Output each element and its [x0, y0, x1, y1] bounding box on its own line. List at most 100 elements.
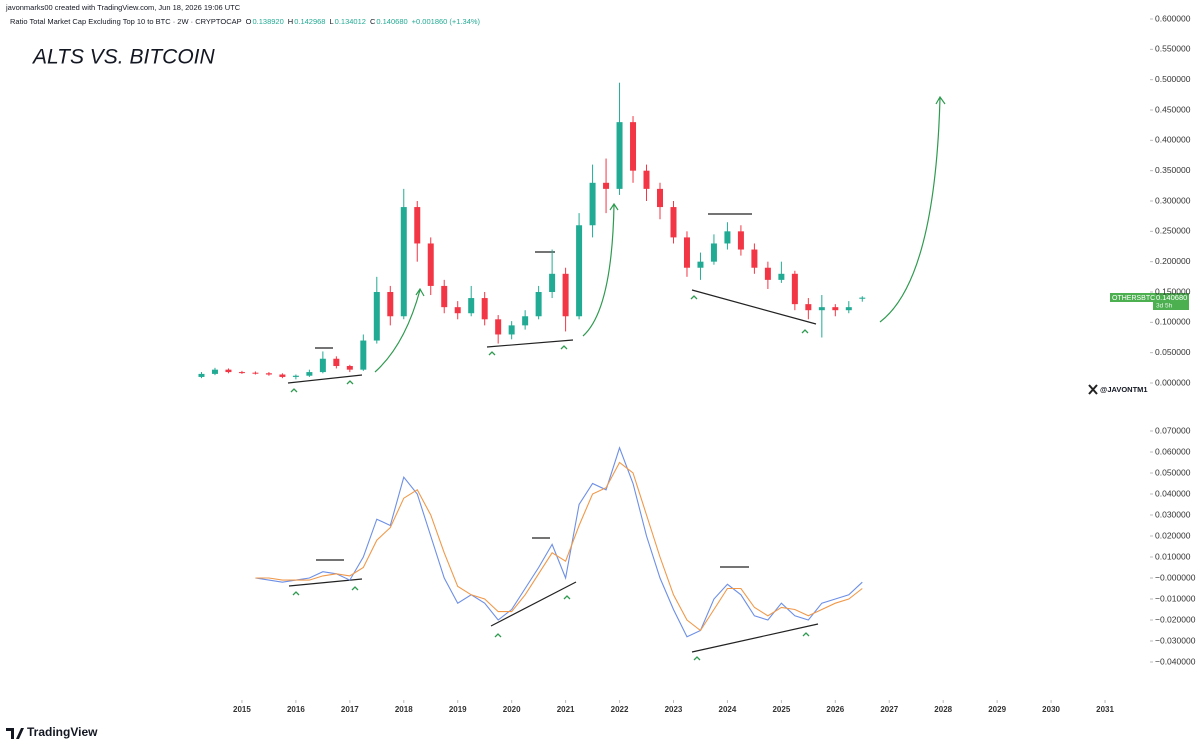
badge-value: 0.140680: [1156, 293, 1187, 302]
price-badge: OTHERSBTC 0.140680 3d 5h: [1110, 293, 1189, 310]
x-tick-label: 2021: [557, 705, 575, 714]
y-tick-label: −0.000000: [1155, 572, 1196, 582]
arrow: [879, 95, 946, 323]
x-tick-label: 2018: [395, 705, 413, 714]
y-tick-label: 0.030000: [1155, 509, 1191, 519]
trend-line: [287, 374, 363, 384]
trend-line: [486, 339, 574, 348]
y-tick-label: 0.400000: [1155, 135, 1191, 145]
y-tick-label: 0.550000: [1155, 44, 1191, 54]
ohlc-label: H: [288, 17, 293, 26]
candle-body: [562, 273, 569, 317]
x-tick-label: 2029: [988, 705, 1006, 714]
y-tick-label: 0.040000: [1155, 488, 1191, 498]
candle-body: [441, 285, 448, 308]
candle-body: [481, 298, 488, 320]
y-tick-label: 0.450000: [1155, 104, 1191, 114]
x-tick-label: 2020: [503, 705, 521, 714]
candle-body: [468, 298, 475, 314]
y-tick-label: 0.500000: [1155, 74, 1191, 84]
x-tick-label: 2025: [772, 705, 790, 714]
x-tick-label: 2030: [1042, 705, 1060, 714]
candle-body: [198, 373, 205, 377]
candle-body: [495, 319, 502, 335]
candle-body: [845, 307, 852, 311]
x-tick-label: 2015: [233, 705, 251, 714]
candle-body: [238, 372, 245, 374]
candle-body: [643, 170, 650, 189]
brand-logo: [6, 728, 24, 739]
candle-body: [791, 273, 798, 305]
candle-body: [454, 307, 461, 314]
candle-body: [805, 304, 812, 311]
annotations: [287, 95, 946, 661]
ohlc-change: +0.001860 (+1.34%): [412, 17, 481, 26]
candle-body: [373, 292, 380, 341]
y-tick-label: 0.000000: [1155, 377, 1191, 387]
candle-body: [252, 372, 259, 374]
candle-body: [697, 261, 704, 268]
y-tick-label: 0.200000: [1155, 256, 1191, 266]
candle-body: [265, 373, 272, 375]
badge-countdown: 3d 5h: [1156, 303, 1173, 310]
arrow: [582, 202, 619, 337]
candle-body: [279, 374, 286, 377]
y-tick-label: −0.020000: [1155, 614, 1196, 624]
ohlc-label: O: [246, 17, 252, 26]
candle-body: [724, 231, 731, 244]
y-tick-label: 0.350000: [1155, 165, 1191, 175]
x-tick-label: 2023: [665, 705, 683, 714]
y-tick-label: 0.150000: [1155, 286, 1191, 296]
candle-body: [346, 366, 353, 370]
y-tick-label: 0.060000: [1155, 446, 1191, 456]
y-tick-label: 0.250000: [1155, 226, 1191, 236]
y-tick-label: 0.600000: [1155, 13, 1191, 23]
badge-value-bg: [1153, 293, 1189, 310]
x-tick-label: 2022: [611, 705, 629, 714]
candle-body: [670, 207, 677, 238]
candle-body: [616, 122, 623, 189]
y-tick-label: 0.020000: [1155, 530, 1191, 540]
candle-body: [657, 188, 663, 208]
y-tick-label: −0.040000: [1155, 656, 1196, 666]
y-tick-label: 0.050000: [1155, 347, 1191, 357]
x-logo: [1088, 384, 1098, 395]
arrow: [374, 287, 425, 373]
caret-markers: [292, 586, 810, 661]
y-tick-label: 0.050000: [1155, 467, 1191, 477]
badge-symbol-bg: [1110, 293, 1160, 302]
candle-body: [589, 182, 596, 226]
ohlc-value: 0.134012: [335, 17, 366, 26]
candle-body: [778, 273, 785, 280]
ohlc: O 0.138920 H 0.142968 L 0.134012 C 0.140680 +0.0…: [246, 17, 481, 26]
candle-body: [211, 369, 218, 374]
ohlc-value: 0.142968: [294, 17, 325, 26]
candle-body: [535, 292, 542, 317]
candle-body: [751, 249, 758, 268]
ohlc-value: 0.138920: [252, 17, 283, 26]
author-line: javonmarks00 created with TradingView.co…: [5, 3, 241, 12]
candle-body: [360, 340, 367, 370]
trend-line: [490, 581, 577, 627]
candle-body: [292, 375, 299, 377]
candle-body: [630, 122, 637, 171]
candle-body: [818, 307, 825, 311]
x-tick-label: 2031: [1096, 705, 1114, 714]
x-tick-label: 2019: [449, 705, 467, 714]
candle-body: [306, 372, 313, 376]
candle-body: [225, 369, 232, 373]
badge-symbol: OTHERSBTC: [1112, 295, 1155, 302]
y-tick-label: 0.100000: [1155, 317, 1191, 327]
trend-line: [691, 623, 819, 653]
candle-body: [400, 207, 407, 317]
watermark: @JAVONTM1: [1088, 384, 1148, 395]
x-tick-label: 2017: [341, 705, 359, 714]
candle-body: [414, 207, 421, 244]
y-tick-label: 0.300000: [1155, 195, 1191, 205]
candle-body: [710, 243, 717, 262]
oscillator-line: [255, 446, 863, 638]
trend-line: [691, 289, 817, 325]
candle-body: [319, 358, 326, 373]
brand-text: TradingView: [27, 725, 98, 739]
candle-body: [549, 273, 556, 292]
